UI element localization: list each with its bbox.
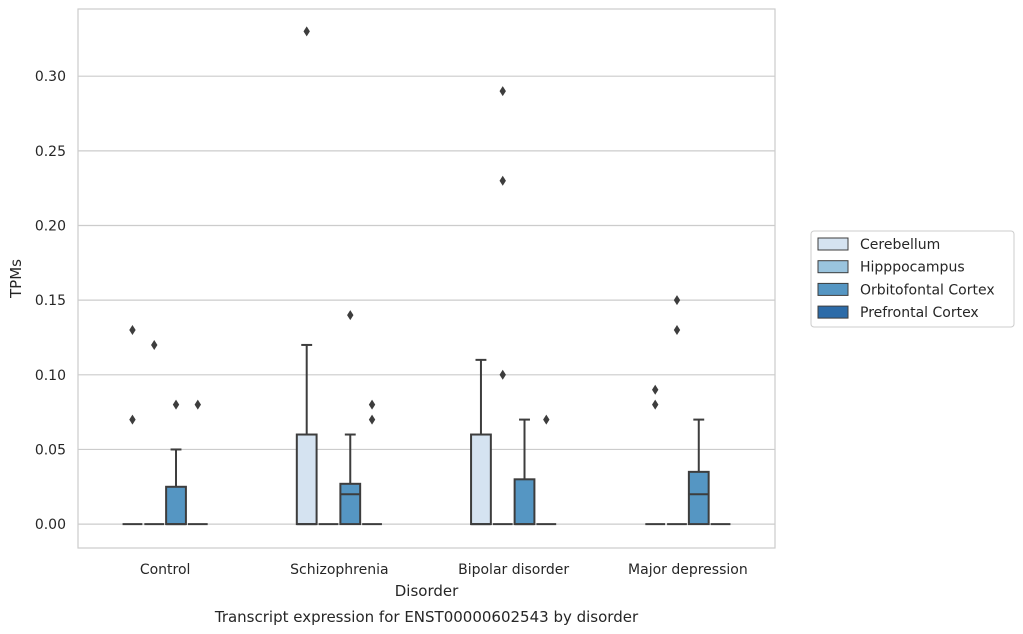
box-1-3 [362,399,382,526]
x-tick-label: Schizophrenia [290,562,388,578]
box-body [165,485,187,526]
box-3-2 [687,418,710,526]
box-body [687,470,710,526]
outlier-point [673,295,681,306]
legend-swatch [817,260,849,274]
y-tick-label: 0.25 [35,144,66,160]
box-1-0 [295,26,318,526]
box-2-2 [513,418,536,526]
legend-swatch [817,305,849,319]
box-0-1 [144,339,165,526]
outlier-point [499,175,506,186]
y-axis-label: TPMs [7,259,25,299]
x-tick-label: Bipolar disorder [458,562,569,578]
legend-swatch [817,282,849,296]
y-tick-label: 0.20 [35,218,66,234]
outlier-point [129,414,136,425]
y-tick-label: 0.05 [35,442,66,458]
boxes [122,26,731,526]
x-tick-label: Major depression [628,562,748,578]
outlier-point [652,384,659,395]
outlier-point [194,399,201,410]
box-2-3 [536,414,557,526]
box-3-0 [645,384,666,526]
outlier-point [172,399,180,410]
legend-frame [810,230,1015,328]
x-axis-ticks: Control Schizophrenia Bipolar disorder Majo… [140,562,748,578]
box-0-2 [165,399,187,526]
box-1-2 [339,310,362,526]
outlier-point [303,26,310,37]
box-3-1 [667,295,687,526]
y-tick-label: 0.30 [35,69,66,85]
legend-label: Orbitofontal Cortex [860,282,995,298]
outlier-point [151,339,158,350]
legend-label: Hipppocampus [860,260,965,276]
legend-label: Prefrontal Cortex [860,305,979,321]
box-body [513,478,536,526]
chart-caption: Transcript expression for ENST0000060254… [214,608,639,626]
outlier-point [499,369,506,380]
outlier-point [368,414,376,425]
outlier-point [368,399,376,410]
box-2-0 [470,358,492,526]
box-0-0 [122,325,143,526]
outlier-point [652,399,659,410]
legend-label: Cerebellum [860,237,940,253]
gridlines [78,75,775,525]
box-body [295,433,318,526]
outlier-point [347,310,354,321]
box-body [339,482,362,526]
box-body [470,433,492,526]
box-2-1 [492,86,513,526]
y-tick-label: 0.10 [35,368,66,384]
outlier-point [543,414,550,425]
y-tick-label: 0.15 [35,293,66,309]
legend: Cerebellum Hipppocampus Orbitofontal Corte… [810,230,1015,328]
plot-frame [77,8,776,549]
outlier-point [673,325,681,336]
y-tick-label: 0.00 [35,517,66,533]
box-0-3 [187,399,208,526]
outlier-point [499,86,506,97]
legend-swatch [817,237,849,251]
y-axis-ticks: 0.00 0.05 0.10 0.15 0.20 0.25 0.30 [35,69,66,533]
outlier-point [129,325,136,336]
x-tick-label: Control [140,562,191,578]
x-axis-label: Disorder [395,582,459,600]
